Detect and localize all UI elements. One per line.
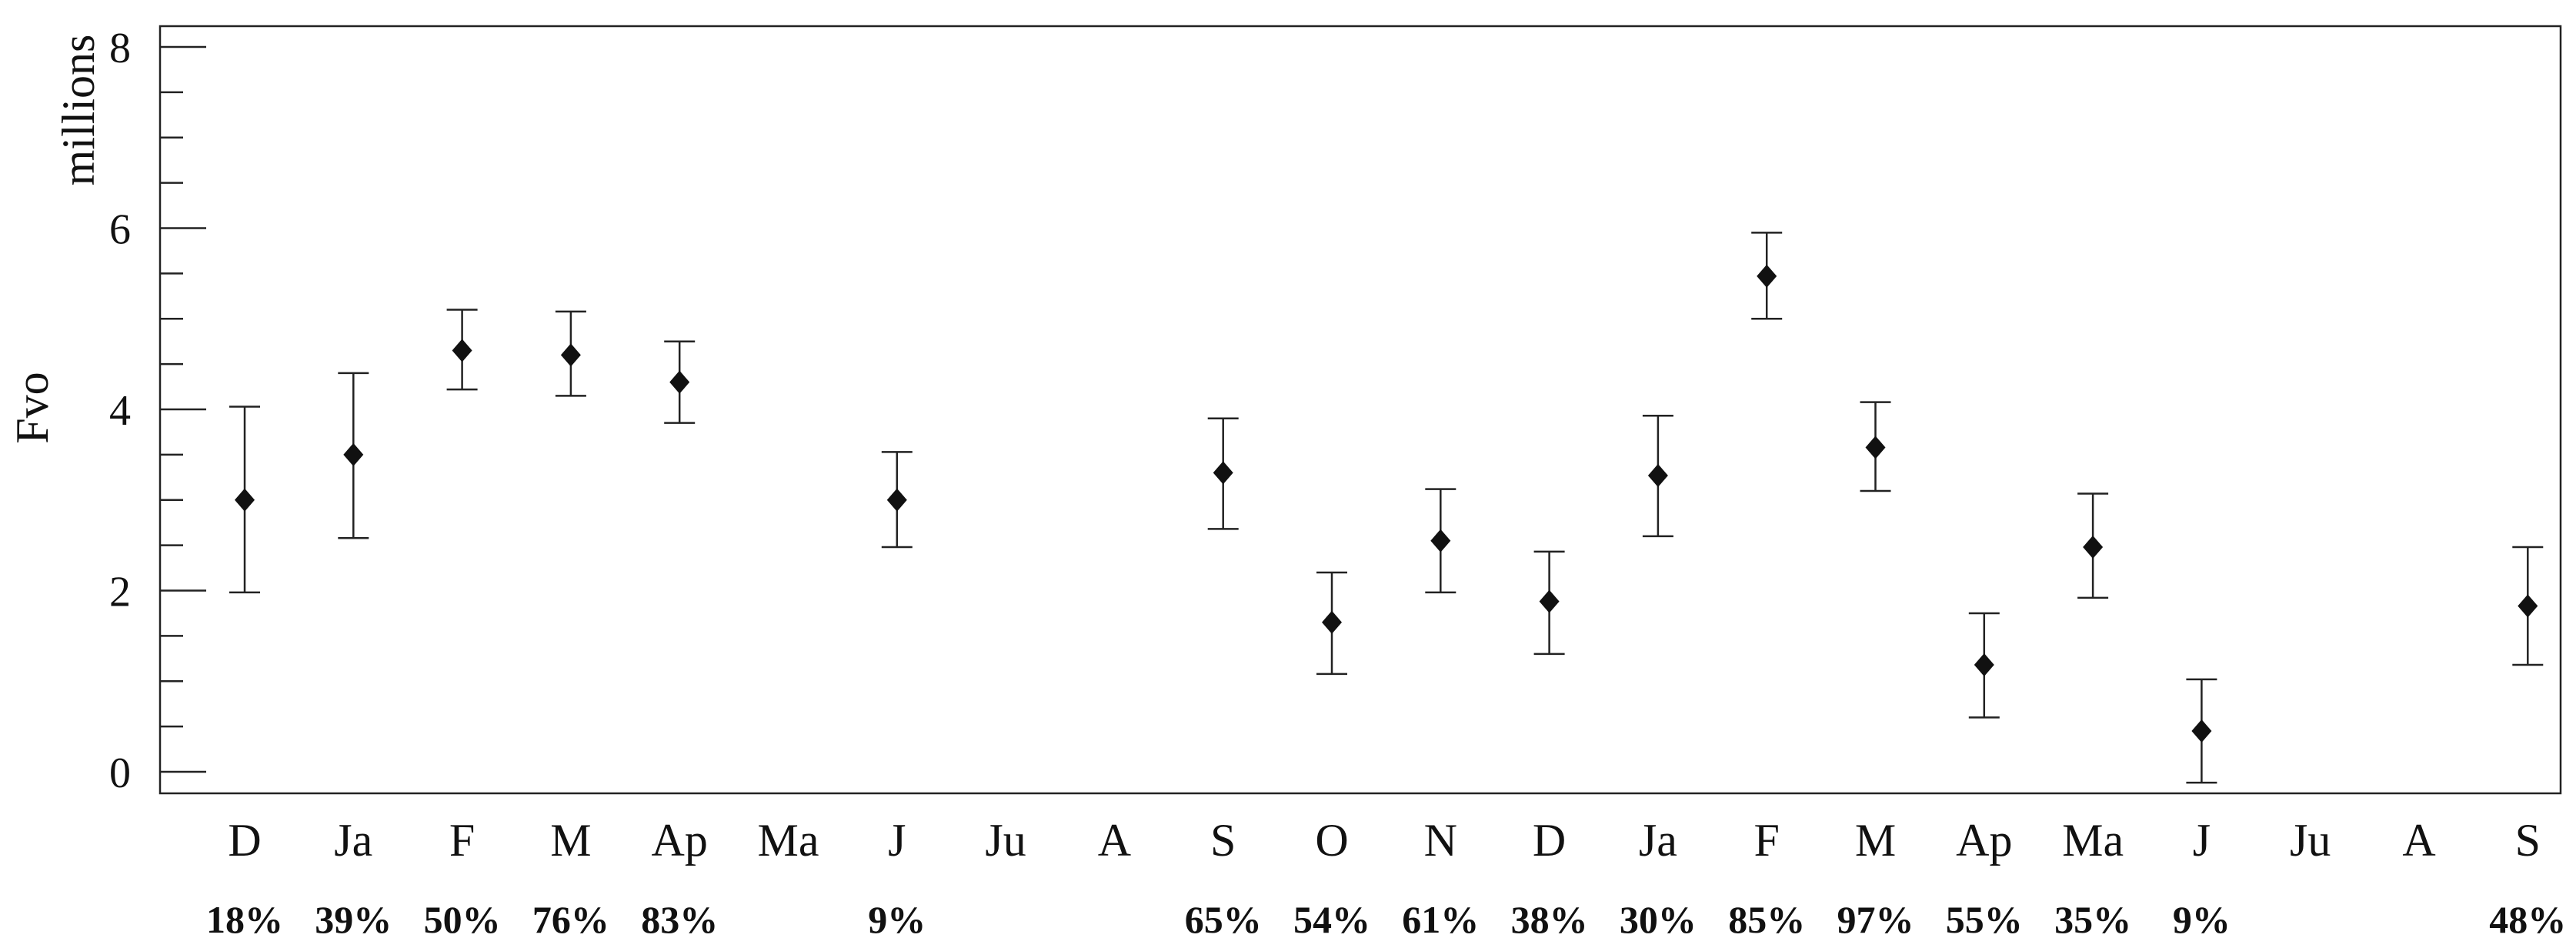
x-tick-label: J (888, 815, 906, 866)
percentage-label: 65% (1185, 898, 1262, 941)
x-tick-label: O (1315, 815, 1348, 866)
percentage-label: 9% (868, 898, 926, 941)
x-tick-label: Ap (652, 815, 708, 866)
x-axis-labels: DJaFMApMaJJuASONDJaFMApMaJJuASON18%39%50… (206, 815, 2566, 941)
x-tick-label: A (1098, 815, 1131, 866)
data-point-17 (2077, 492, 2109, 599)
data-marker (886, 488, 907, 512)
data-marker (2518, 594, 2538, 618)
x-tick-label: Ma (2062, 815, 2124, 866)
x-tick-label: M (550, 815, 591, 866)
x-tick-label: J (2193, 815, 2211, 866)
data-point-13 (1642, 414, 1673, 538)
x-tick-label: Ja (1639, 815, 1677, 866)
percentage-label: 30% (1620, 898, 1697, 941)
percentage-label: 85% (1728, 898, 1805, 941)
percentage-label: 76% (532, 898, 609, 941)
percentage-label: 18% (206, 898, 283, 941)
data-point-2 (446, 309, 478, 391)
y-tick-label: 2 (109, 569, 131, 616)
x-tick-label: Ap (1956, 815, 2012, 866)
data-point-15 (1860, 401, 1891, 492)
x-tick-label: Ja (334, 815, 372, 866)
x-tick-label: Ju (985, 815, 1026, 866)
data-point-0 (229, 406, 260, 594)
data-point-10 (1316, 571, 1347, 676)
data-point-9 (1207, 417, 1239, 530)
x-tick-label: F (1754, 815, 1780, 866)
y-tick-label: 8 (109, 25, 131, 72)
data-marker (1322, 610, 1342, 634)
y-tick-label: 0 (109, 749, 131, 797)
plot-frame (158, 25, 2562, 795)
data-point-21 (2512, 546, 2544, 666)
data-marker (1974, 653, 1994, 677)
x-tick-label: Ju (2290, 815, 2331, 866)
percentage-label: 55% (1946, 898, 2023, 941)
data-point-14 (1751, 232, 1783, 320)
x-tick-label: N (1424, 815, 1457, 866)
x-tick-label: F (449, 815, 475, 866)
percentage-label: 61% (1402, 898, 1479, 941)
percentage-label: 97% (1837, 898, 1914, 941)
percentage-label: 83% (641, 898, 718, 941)
percentage-label: 35% (2054, 898, 2131, 941)
data-point-11 (1425, 488, 1457, 594)
data-marker (343, 442, 364, 466)
data-marker (2191, 719, 2212, 743)
data-marker (235, 488, 255, 512)
data-marker (452, 339, 472, 362)
data-marker (560, 343, 581, 367)
x-tick-label: M (1855, 815, 1896, 866)
percentage-label: 39% (315, 898, 392, 941)
x-tick-label: S (2515, 815, 2541, 866)
data-point-6 (881, 451, 913, 549)
x-tick-label: A (2402, 815, 2435, 866)
y-axis: 0 2 4 6 8 (109, 25, 206, 797)
x-tick-label: D (1533, 815, 1566, 866)
units-label: millions (53, 35, 104, 186)
percentage-label: 48% (2489, 898, 2566, 941)
x-tick-label: D (228, 815, 261, 866)
percentage-label: 50% (424, 898, 501, 941)
data-marker (1213, 461, 1233, 485)
data-point-12 (1533, 550, 1565, 656)
data-marker (1430, 529, 1451, 552)
y-tick-label: 4 (109, 387, 131, 435)
percentage-label: 9% (2173, 898, 2231, 941)
data-marker (2083, 535, 2104, 559)
data-marker (1757, 264, 1777, 288)
data-marker (1865, 436, 1886, 459)
y-axis-label: Fvo (7, 372, 58, 443)
x-tick-label: S (1210, 815, 1236, 866)
y-tick-label: 6 (109, 206, 131, 254)
x-tick-label: Ma (758, 815, 819, 866)
data-point-16 (1968, 612, 2000, 719)
data-point-3 (555, 310, 586, 397)
percentage-label: 38% (1511, 898, 1588, 941)
percentage-label: 54% (1293, 898, 1370, 941)
data-marks (229, 232, 2544, 784)
data-point-18 (2186, 678, 2217, 784)
data-marker (1647, 463, 1668, 487)
data-point-1 (338, 372, 369, 539)
data-marker (1539, 589, 1560, 613)
data-marker (669, 370, 690, 394)
data-point-4 (664, 340, 696, 424)
